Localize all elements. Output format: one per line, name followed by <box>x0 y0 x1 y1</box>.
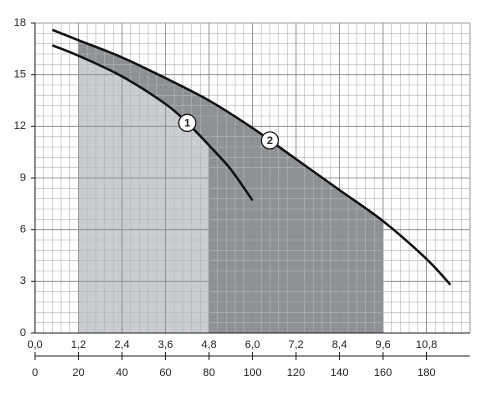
x-tick-label: 180 <box>417 367 435 379</box>
x2-tick-label: 0,0 <box>27 339 42 351</box>
curve-label-circle <box>178 113 197 132</box>
y-tick-label: 15 <box>14 69 26 81</box>
x-tick-label: 140 <box>330 367 348 379</box>
y-tick-label: 6 <box>20 224 26 236</box>
x-tick-label: 40 <box>116 367 128 379</box>
shaded-range <box>78 55 209 333</box>
y-tick-label: 18 <box>14 17 26 29</box>
x2-tick-label: 7,2 <box>288 339 303 351</box>
y-tick-label: 9 <box>20 172 26 184</box>
pump-curve <box>51 28 452 286</box>
x2-tick-label: 6,0 <box>245 339 260 351</box>
x2-tick-label: 4,8 <box>201 339 216 351</box>
x-tick-label: 60 <box>159 367 171 379</box>
curve-label: 2 <box>267 135 273 147</box>
x-tick-label: 160 <box>374 367 392 379</box>
x2-tick-label: 10,8 <box>416 339 437 351</box>
pump-curve <box>51 44 254 202</box>
curve-label: 1 <box>184 117 190 129</box>
curve-label-circle <box>260 131 279 150</box>
x2-tick-label: 8,4 <box>332 339 347 351</box>
x2-tick-label: 2,4 <box>114 339 129 351</box>
x-tick-label: 120 <box>287 367 305 379</box>
x-tick-label: 20 <box>72 367 84 379</box>
y-tick-label: 0 <box>20 327 26 339</box>
x-tick-label: 0 <box>32 367 38 379</box>
x-tick-label: 80 <box>203 367 215 379</box>
y-tick-label: 12 <box>14 120 26 132</box>
x-tick-label: 100 <box>243 367 261 379</box>
x2-tick-label: 9,6 <box>375 339 390 351</box>
x2-tick-label: 1,2 <box>71 339 86 351</box>
y-tick-label: 3 <box>20 275 26 287</box>
x2-tick-label: 3,6 <box>158 339 173 351</box>
